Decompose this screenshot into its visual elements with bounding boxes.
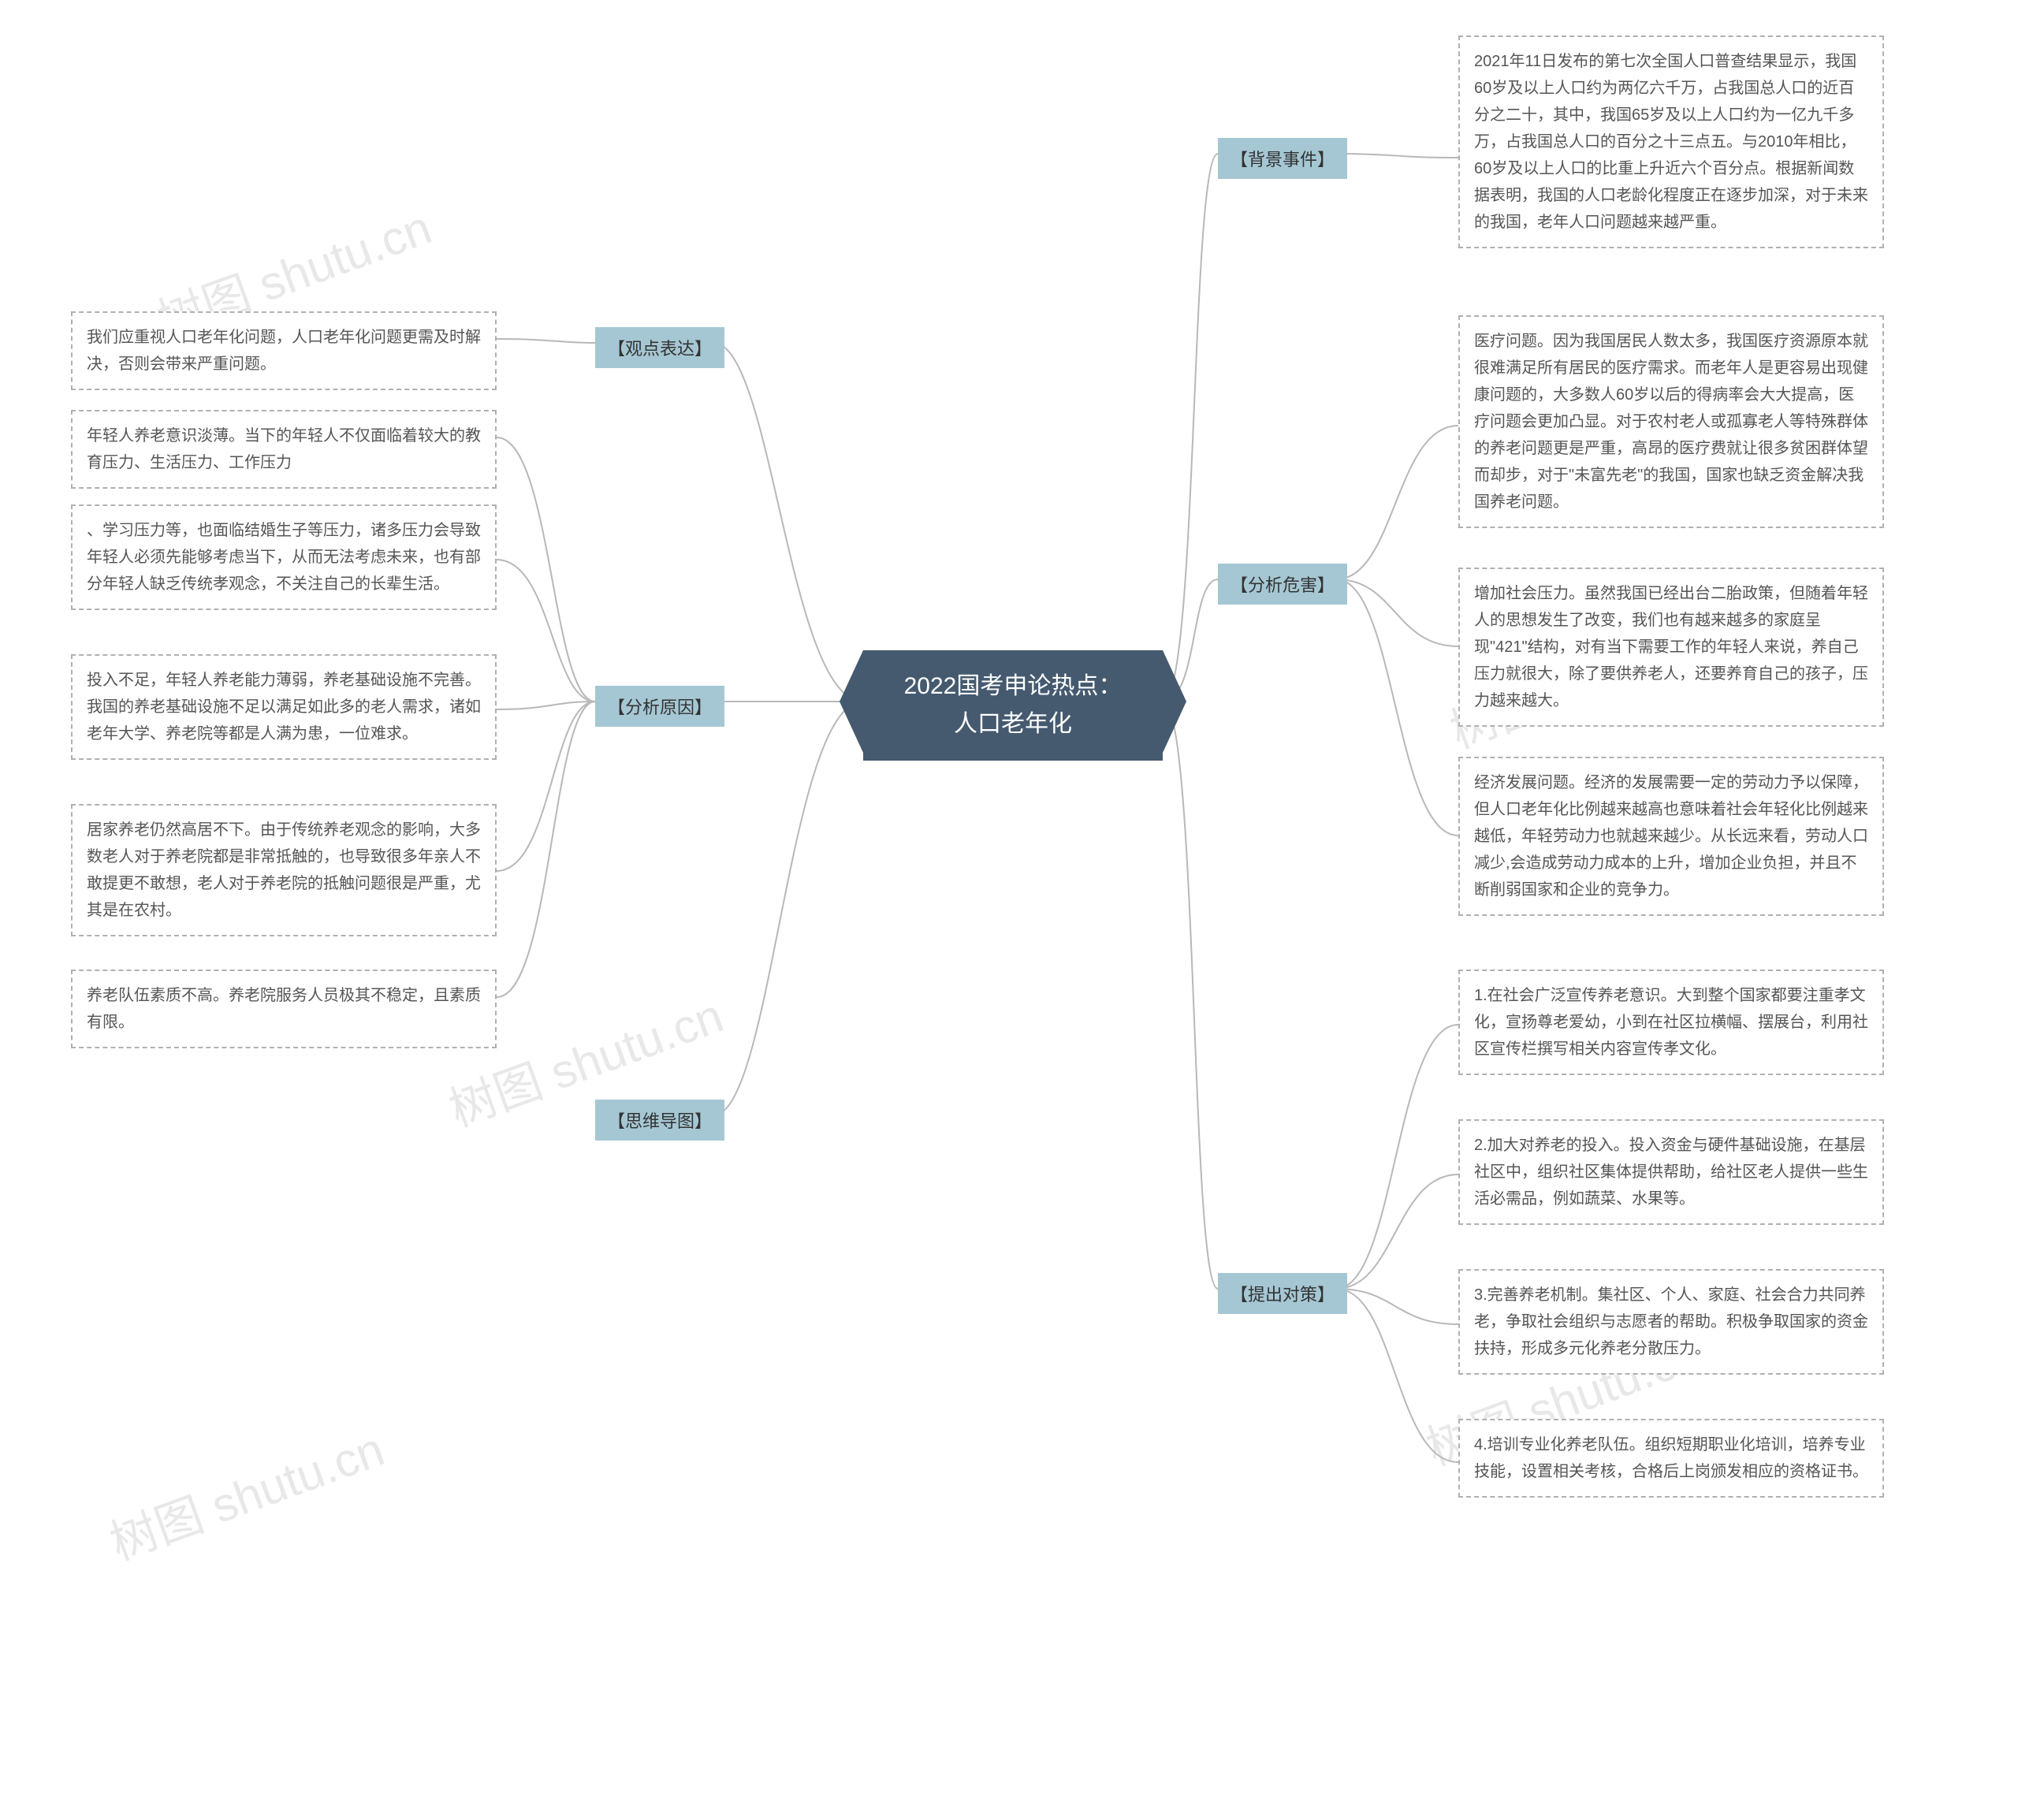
leaf-node[interactable]: 增加社会压力。虽然我国已经出台二胎政策，但随着年轻人的思想发生了改变，我们也有越… [1458, 568, 1884, 727]
leaf-node[interactable]: 养老队伍素质不高。养老院服务人员极其不稳定，且素质有限。 [71, 970, 497, 1048]
leaf-node[interactable]: 4.培训专业化养老队伍。组织短期职业化培训，培养专业技能，设置相关考核，合格后上… [1458, 1419, 1884, 1498]
center-node[interactable]: 2022国考申论热点：人口老年化 [863, 650, 1163, 761]
watermark: 树图 shutu.cn [99, 1411, 392, 1573]
branch-background[interactable]: 【背景事件】 [1218, 138, 1347, 179]
leaf-node[interactable]: 年轻人养老意识淡薄。当下的年轻人不仅面临着较大的教育压力、生活压力、工作压力 [71, 410, 497, 489]
leaf-node[interactable]: 我们应重视人口老年化问题，人口老年化问题更需及时解决，否则会带来严重问题。 [71, 311, 497, 390]
leaf-node[interactable]: 1.在社会广泛宣传养老意识。大到整个国家都要注重孝文化，宣扬尊老爱幼，小到在社区… [1458, 970, 1884, 1075]
branch-countermeasures[interactable]: 【提出对策】 [1218, 1273, 1347, 1314]
leaf-node[interactable]: 、学习压力等，也面临结婚生子等压力，诸多压力会导致年轻人必须先能够考虑当下，从而… [71, 504, 497, 610]
leaf-node[interactable]: 2.加大对养老的投入。投入资金与硬件基础设施，在基层社区中，组织社区集体提供帮助… [1458, 1119, 1884, 1225]
branch-analysis-cause[interactable]: 【分析原因】 [595, 686, 724, 727]
branch-mindmap[interactable]: 【思维导图】 [595, 1100, 724, 1141]
branch-viewpoint[interactable]: 【观点表达】 [595, 327, 724, 368]
leaf-node[interactable]: 2021年11日发布的第七次全国人口普查结果显示，我国60岁及以上人口约为两亿六… [1458, 35, 1884, 248]
branch-analysis-harm[interactable]: 【分析危害】 [1218, 564, 1347, 605]
leaf-node[interactable]: 3.完善养老机制。集社区、个人、家庭、社会合力共同养老，争取社会组织与志愿者的帮… [1458, 1269, 1884, 1375]
leaf-node[interactable]: 居家养老仍然高居不下。由于传统养老观念的影响，大多数老人对于养老院都是非常抵触的… [71, 804, 497, 936]
leaf-node[interactable]: 医疗问题。因为我国居民人数太多，我国医疗资源原本就很难满足所有居民的医疗需求。而… [1458, 315, 1884, 528]
leaf-node[interactable]: 投入不足，年轻人养老能力薄弱，养老基础设施不完善。我国的养老基础设施不足以满足如… [71, 654, 497, 760]
leaf-node[interactable]: 经济发展问题。经济的发展需要一定的劳动力予以保障，但人口老年化比例越来越高也意味… [1458, 757, 1884, 916]
